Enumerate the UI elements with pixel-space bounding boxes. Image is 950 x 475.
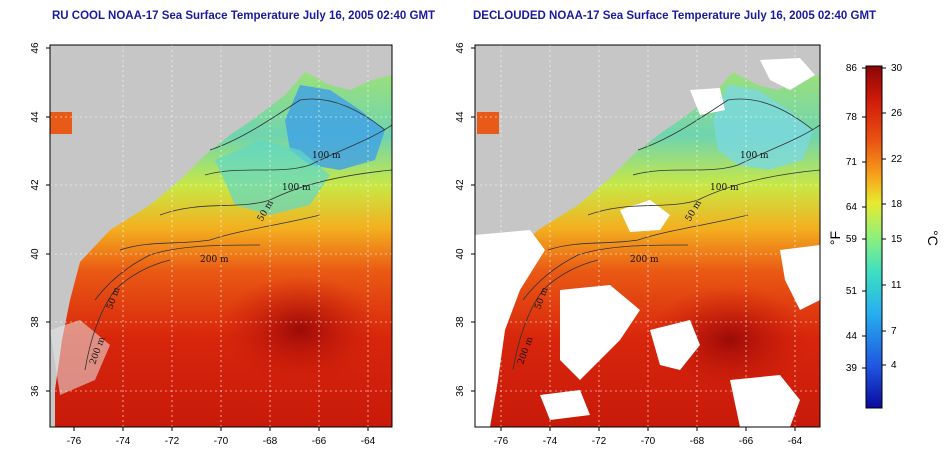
left-map: 100 m 100 m 50 m 200 m 50 m 200 m [50,45,392,427]
colorbar-c-tick: 7 [891,326,897,337]
right-lat-axis: 46 44 42 40 38 36 [455,42,475,397]
lon-tick: -70 [641,436,656,447]
lon-tick: -72 [165,436,180,447]
lon-tick: -64 [788,436,803,447]
lat-tick: 42 [455,179,466,191]
colorbar-c-tick: 18 [891,199,903,210]
lat-tick: 36 [455,385,466,397]
lat-tick: 38 [30,316,41,328]
lon-tick: -76 [494,436,509,447]
colorbar-f-tick: 59 [846,234,858,245]
lat-tick: 36 [30,385,41,397]
lon-tick: -68 [690,436,705,447]
left-cool-gulf [285,85,385,170]
right-cloud-mask [475,58,820,427]
left-warm-patch [50,112,72,134]
right-map: 100 m 100 m 50 m 200 m 50 m 200 m [475,45,820,427]
colorbar-f-tick: 78 [846,112,858,123]
colorbar-f-tick: 39 [846,363,858,374]
lat-tick: 38 [455,316,466,328]
lat-tick: 40 [455,248,466,260]
left-lat-axis: 46 44 42 40 38 36 [30,42,50,397]
left-depth-label: 100 m [312,151,341,161]
colorbar-f-tick: 64 [846,202,858,213]
left-graticule [50,45,392,427]
left-isobaths [84,98,392,371]
colorbar-c-tick: 30 [891,63,903,74]
left-depth-label: 200 m [200,255,229,265]
right-warm-patch [477,112,499,134]
left-warm-eddy [220,275,380,385]
colorbar-f-tick: 51 [846,286,858,297]
right-warm-eddy [650,285,810,395]
celsius-axis-label: °C [925,230,941,246]
right-lon-axis: -76 -74 -72 -70 -68 -66 -64 [494,427,803,447]
colorbar-c-tick: 22 [891,154,903,165]
left-depth-label: 100 m [282,183,311,193]
lon-tick: -66 [312,436,327,447]
right-depth-label: 100 m [710,183,739,193]
right-cool-gulf [713,85,813,170]
left-lon-axis: -76 -74 -72 -70 -68 -66 -64 [67,427,376,447]
lon-tick: -70 [214,436,229,447]
right-depth-label: 200 m [630,255,659,265]
fahrenheit-axis-label: °F [827,231,843,245]
lon-tick: -68 [263,436,278,447]
right-isobaths [512,98,820,371]
colorbar-c-tick: 15 [891,234,903,245]
lon-tick: -64 [361,436,376,447]
colorbar-f-tick: 71 [846,157,858,168]
lat-tick: 44 [30,111,41,123]
left-cool-shelf [215,140,330,215]
colorbar-c-tick: 4 [891,360,897,371]
colorbar: 86 78 71 64 59 51 44 39 30 26 22 18 15 1… [827,63,941,409]
lon-tick: -74 [116,436,131,447]
lon-tick: -66 [739,436,754,447]
lat-tick: 44 [455,111,466,123]
lat-tick: 42 [30,179,41,191]
right-graticule [475,45,820,427]
colorbar-c-tick: 11 [891,280,902,291]
colorbar-f-tick: 86 [846,63,858,74]
left-cloud-patch [50,320,110,395]
colorbar-scale [865,65,883,409]
colorbar-c-tick: 26 [891,108,903,119]
lon-tick: -76 [67,436,82,447]
colorbar-f-tick: 44 [846,331,858,342]
right-depth-label: 100 m [740,151,769,161]
lon-tick: -74 [543,436,558,447]
lat-tick: 46 [455,42,466,54]
lon-tick: -72 [592,436,607,447]
right-panel-title: DECLOUDED NOAA-17 Sea Surface Temperatur… [473,10,877,22]
lat-tick: 40 [30,248,41,260]
left-panel-title: RU COOL NOAA-17 Sea Surface Temperature … [52,10,436,22]
lat-tick: 46 [30,42,41,54]
